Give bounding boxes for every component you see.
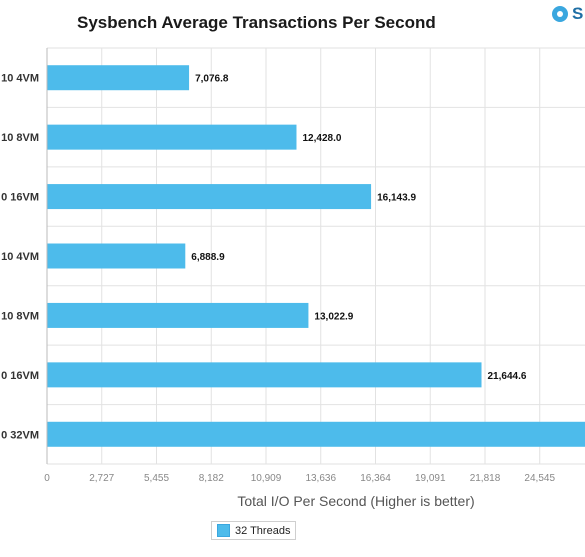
legend-label: 32 Threads bbox=[235, 524, 291, 537]
data-label: 21,644.6 bbox=[488, 371, 527, 382]
bar bbox=[47, 362, 482, 388]
category-label: 0 16VM bbox=[1, 192, 39, 204]
data-label: 7,076.8 bbox=[195, 74, 229, 85]
bar bbox=[47, 124, 297, 150]
category-label: 0 32VM bbox=[1, 429, 39, 441]
bar bbox=[47, 65, 190, 91]
x-tick-label: 10,909 bbox=[251, 473, 282, 484]
category-label: 10 4VM bbox=[1, 251, 39, 263]
x-tick-label: 0 bbox=[44, 473, 50, 484]
category-label: 0 16VM bbox=[1, 370, 39, 382]
legend[interactable]: 32 Threads bbox=[211, 521, 297, 540]
legend-swatch bbox=[217, 524, 230, 537]
x-tick-label: 5,455 bbox=[144, 473, 169, 484]
x-tick-label: 21,818 bbox=[470, 473, 501, 484]
brand-text: S bbox=[572, 4, 584, 23]
data-label: 6,888.9 bbox=[191, 252, 225, 263]
data-label: 16,143.9 bbox=[377, 193, 416, 204]
bar bbox=[47, 243, 186, 269]
category-label: 10 4VM bbox=[1, 73, 39, 85]
label-layer: 10 4VM 7,076.8 10 8VM 12,428.0 0 16VM 16,143.… bbox=[1, 73, 527, 442]
category-label: 10 8VM bbox=[1, 132, 39, 144]
data-label: 13,022.9 bbox=[314, 311, 353, 322]
x-tick-label: 24,545 bbox=[524, 473, 555, 484]
brand-logo-icon bbox=[552, 6, 568, 22]
bar-layer bbox=[47, 65, 585, 447]
brand-logo: S bbox=[552, 4, 583, 24]
data-label: 12,428.0 bbox=[302, 133, 341, 144]
bar bbox=[47, 302, 309, 328]
x-axis-title: Total I/O Per Second (Higher is better) bbox=[237, 493, 474, 509]
bar bbox=[47, 421, 585, 447]
x-tick-label: 2,727 bbox=[89, 473, 114, 484]
bar bbox=[47, 184, 372, 210]
grid-layer bbox=[46, 47, 585, 465]
category-label: 10 8VM bbox=[1, 310, 39, 322]
axis-layer: 0 2,727 5,455 8,182 10,909 13,636 16,364 19,091… bbox=[44, 48, 555, 509]
x-tick-label: 19,091 bbox=[415, 473, 446, 484]
chart-title: Sysbench Average Transactions Per Second bbox=[77, 13, 436, 32]
x-tick-label: 8,182 bbox=[199, 473, 224, 484]
x-tick-label: 13,636 bbox=[305, 473, 336, 484]
x-tick-label: 16,364 bbox=[360, 473, 391, 484]
